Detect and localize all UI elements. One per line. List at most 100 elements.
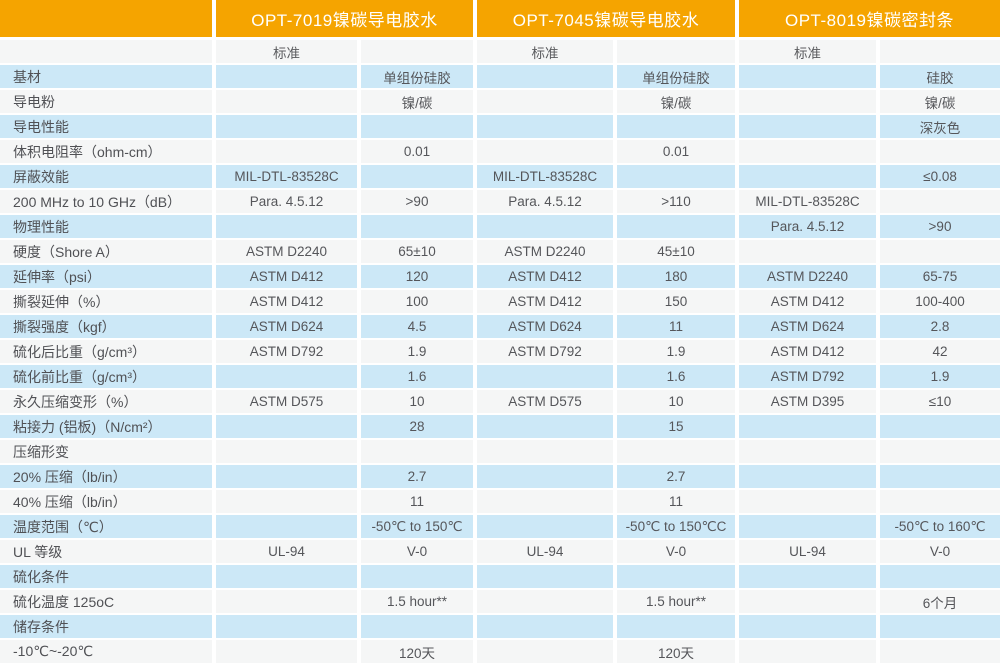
standard-cell xyxy=(739,615,876,638)
table-row: 物理性能 Para. 4.5.12 >90 xyxy=(0,215,1000,238)
subheader-value-1 xyxy=(361,40,473,63)
subheader-standard-1: 标准 xyxy=(216,40,357,63)
subheader-value-3 xyxy=(880,40,1000,63)
table-row: 延伸率（psi） ASTM D412 120 ASTM D412 180 ASTM D22… xyxy=(0,265,1000,288)
table-row: 屏蔽效能 MIL-DTL-83528C MIL-DTL-83528C ≤0.08 xyxy=(0,165,1000,188)
value-cell xyxy=(880,490,1000,513)
table-row: 体积电阻率（ohm-cm） 0.01 0.01 xyxy=(0,140,1000,163)
standard-cell xyxy=(739,165,876,188)
value-cell: 15 xyxy=(617,415,735,438)
standard-cell: ASTM D412 xyxy=(216,290,357,313)
value-cell: >110 xyxy=(617,190,735,213)
standard-cell xyxy=(477,90,613,113)
standard-cell: Para. 4.5.12 xyxy=(216,190,357,213)
value-cell: V-0 xyxy=(880,540,1000,563)
value-cell: 11 xyxy=(617,490,735,513)
subheader-value-2 xyxy=(617,40,735,63)
value-cell: 2.8 xyxy=(880,315,1000,338)
standard-cell xyxy=(739,415,876,438)
table-row: 40% 压缩（lb/in） 11 11 xyxy=(0,490,1000,513)
standard-cell: ASTM D792 xyxy=(739,365,876,388)
value-cell xyxy=(880,440,1000,463)
table-row: 永久压缩变形（%） ASTM D575 10 ASTM D575 10 ASTM D395… xyxy=(0,390,1000,413)
standard-cell xyxy=(477,215,613,238)
table-row: 硬度（Shore A） ASTM D2240 65±10 ASTM D2240 45±1… xyxy=(0,240,1000,263)
standard-cell: MIL-DTL-83528C xyxy=(216,165,357,188)
value-cell: 0.01 xyxy=(361,140,473,163)
header-corner-cell xyxy=(0,0,212,37)
value-cell: 1.9 xyxy=(880,365,1000,388)
standard-cell xyxy=(739,515,876,538)
standard-cell: ASTM D412 xyxy=(477,265,613,288)
row-label: 硫化后比重（g/cm³） xyxy=(0,340,212,363)
value-cell: 1.6 xyxy=(617,365,735,388)
row-label: 粘接力 (铝板)（N/cm²） xyxy=(0,415,212,438)
standard-cell xyxy=(216,365,357,388)
standard-cell xyxy=(739,90,876,113)
table-row: 压缩形变 xyxy=(0,440,1000,463)
row-label: 屏蔽效能 xyxy=(0,165,212,188)
table-row: 粘接力 (铝板)（N/cm²） 28 15 xyxy=(0,415,1000,438)
value-cell xyxy=(617,615,735,638)
standard-cell: ASTM D395 xyxy=(739,390,876,413)
value-cell xyxy=(361,165,473,188)
value-cell: >90 xyxy=(880,215,1000,238)
table-row: 导电性能 深灰色 xyxy=(0,115,1000,138)
standard-cell xyxy=(216,415,357,438)
product-header-opt-7045: OPT-7045镍碳导电胶水 xyxy=(477,0,735,37)
value-cell xyxy=(880,190,1000,213)
value-cell: 1.6 xyxy=(361,365,473,388)
value-cell: 镍/碳 xyxy=(880,90,1000,113)
standard-cell xyxy=(216,490,357,513)
standard-cell xyxy=(216,640,357,663)
standard-cell xyxy=(477,415,613,438)
value-cell: ≤0.08 xyxy=(880,165,1000,188)
value-cell: -50℃ to 150℃C xyxy=(617,515,735,538)
value-cell: 4.5 xyxy=(361,315,473,338)
subheader-row: 标准 标准 标准 xyxy=(0,40,1000,63)
standard-cell xyxy=(477,565,613,588)
value-cell xyxy=(361,115,473,138)
table-row: 20% 压缩（lb/in） 2.7 2.7 xyxy=(0,465,1000,488)
standard-cell: ASTM D412 xyxy=(477,290,613,313)
standard-cell: ASTM D412 xyxy=(739,340,876,363)
standard-cell: ASTM D624 xyxy=(216,315,357,338)
standard-cell xyxy=(739,640,876,663)
value-cell: 150 xyxy=(617,290,735,313)
row-label: -10℃~-20℃ xyxy=(0,640,212,663)
standard-cell: ASTM D575 xyxy=(477,390,613,413)
value-cell: 28 xyxy=(361,415,473,438)
value-cell: 120 xyxy=(361,265,473,288)
standard-cell xyxy=(477,115,613,138)
standard-cell xyxy=(477,465,613,488)
standard-cell: MIL-DTL-83528C xyxy=(477,165,613,188)
standard-cell xyxy=(739,590,876,613)
standard-cell xyxy=(477,140,613,163)
standard-cell xyxy=(739,440,876,463)
value-cell: 单组份硅胶 xyxy=(361,65,473,88)
value-cell: 单组份硅胶 xyxy=(617,65,735,88)
table-row: 硫化条件 xyxy=(0,565,1000,588)
standard-cell xyxy=(216,565,357,588)
value-cell: 45±10 xyxy=(617,240,735,263)
value-cell: 1.5 hour** xyxy=(361,590,473,613)
value-cell xyxy=(880,240,1000,263)
value-cell: 65-75 xyxy=(880,265,1000,288)
row-label: 撕裂延伸（%） xyxy=(0,290,212,313)
row-label: 体积电阻率（ohm-cm） xyxy=(0,140,212,163)
value-cell: 镍/碳 xyxy=(617,90,735,113)
value-cell xyxy=(361,440,473,463)
standard-cell xyxy=(739,490,876,513)
value-cell: 0.01 xyxy=(617,140,735,163)
standard-cell: UL-94 xyxy=(477,540,613,563)
standard-cell xyxy=(216,590,357,613)
row-label: 硫化条件 xyxy=(0,565,212,588)
value-cell: 10 xyxy=(361,390,473,413)
table-row: 导电粉 镍/碳 镍/碳 镍/碳 xyxy=(0,90,1000,113)
row-label: 压缩形变 xyxy=(0,440,212,463)
standard-cell: ASTM D412 xyxy=(739,290,876,313)
value-cell: 100-400 xyxy=(880,290,1000,313)
row-label: 硫化前比重（g/cm³） xyxy=(0,365,212,388)
value-cell xyxy=(880,140,1000,163)
standard-cell xyxy=(739,565,876,588)
